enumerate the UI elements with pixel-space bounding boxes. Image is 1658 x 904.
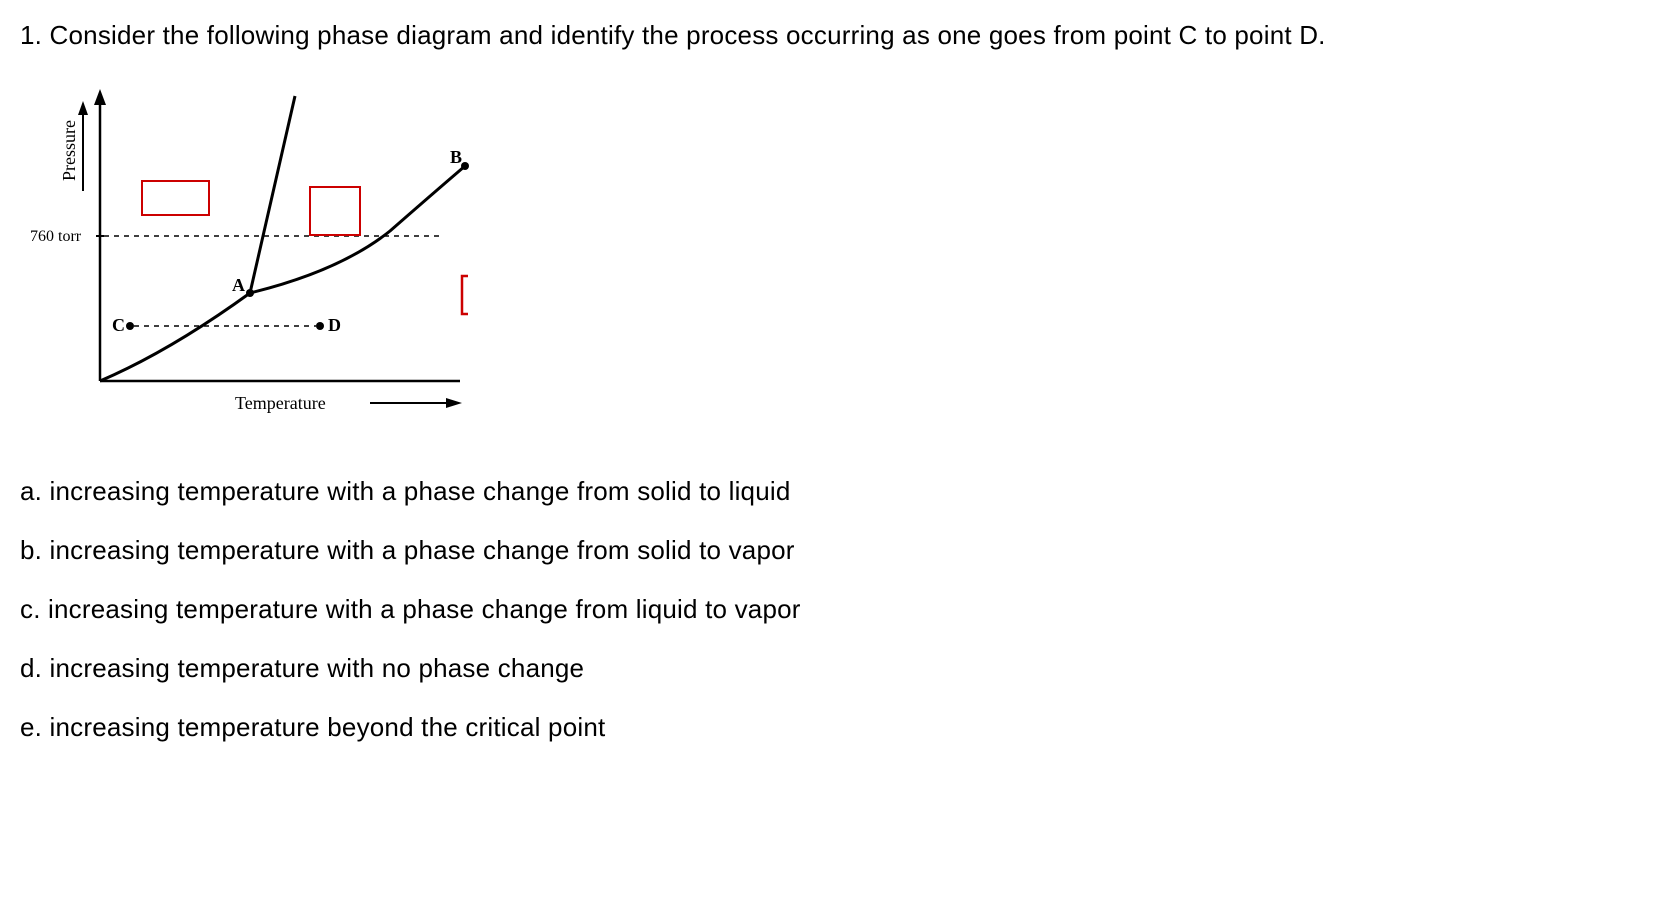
point-c-marker (126, 322, 134, 330)
point-a-marker (246, 289, 254, 297)
point-c-label: C (112, 315, 125, 335)
answer-option-c[interactable]: c. increasing temperature with a phase c… (20, 594, 1638, 625)
answer-option-a[interactable]: a. increasing temperature with a phase c… (20, 476, 1638, 507)
question-body: Consider the following phase diagram and… (50, 20, 1326, 50)
red-box-liquid-region (310, 187, 360, 235)
question-text: 1. Consider the following phase diagram … (20, 20, 1638, 51)
y-axis-direction-arrow (78, 101, 88, 115)
solid-vapor-curve (100, 293, 250, 381)
point-d-marker (316, 322, 324, 330)
point-a-label: A (232, 275, 245, 295)
answer-option-e[interactable]: e. increasing temperature beyond the cri… (20, 712, 1638, 743)
point-b-marker (461, 162, 469, 170)
y-axis-label: Pressure (59, 120, 79, 181)
phase-diagram: Pressure 760 torr A B C (20, 71, 1638, 436)
red-box-solid-region (142, 181, 209, 215)
answer-options-list: a. increasing temperature with a phase c… (20, 476, 1638, 743)
answer-option-d[interactable]: d. increasing temperature with no phase … (20, 653, 1638, 684)
liquid-vapor-curve (250, 166, 465, 293)
x-axis-direction-arrow (446, 398, 462, 408)
x-axis-label: Temperature (235, 393, 326, 413)
question-number: 1. (20, 20, 42, 50)
red-bracket-vapor-region (462, 276, 468, 314)
y-tick-label: 760 torr (30, 228, 82, 245)
phase-diagram-svg: Pressure 760 torr A B C (20, 71, 500, 431)
y-axis-arrow (94, 89, 106, 105)
solid-liquid-curve (250, 96, 295, 293)
answer-option-b[interactable]: b. increasing temperature with a phase c… (20, 535, 1638, 566)
point-b-label: B (450, 147, 462, 167)
point-d-label: D (328, 315, 341, 335)
